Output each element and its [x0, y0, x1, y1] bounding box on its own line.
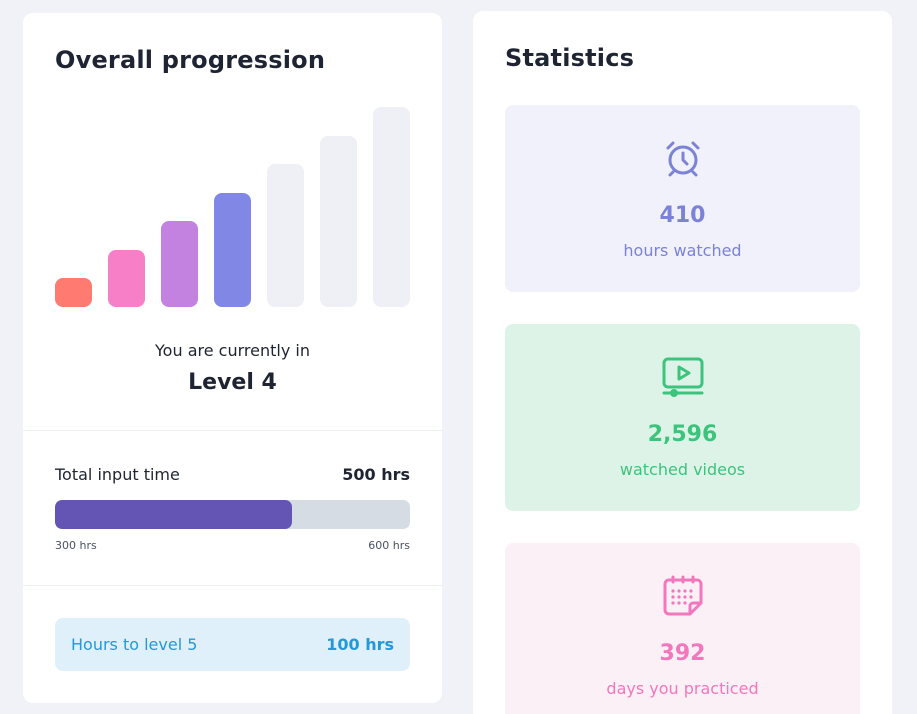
overall-progression-card: Overall progression You are currently in… [23, 13, 442, 703]
calendar-icon [663, 575, 703, 616]
stat-label: watched videos [619, 460, 746, 479]
hours-to-next-level-label: Hours to level 5 [71, 635, 198, 654]
level-bar-3 [161, 221, 198, 307]
level-bar-1 [55, 278, 92, 307]
level-bar-7 [373, 107, 410, 307]
stat-label: days you practiced [606, 679, 759, 698]
stat-value: 392 [659, 641, 706, 666]
current-level-caption: You are currently in [155, 341, 310, 360]
level-bar-2 [108, 250, 145, 307]
progression-title: Overall progression [55, 46, 326, 74]
current-level: Level 4 [188, 370, 277, 395]
stat-watched-videos: 2,596 watched videos [505, 324, 860, 511]
level-bar-5 [267, 164, 304, 307]
level-bar-4 [214, 193, 251, 307]
stat-hours-watched: 410 hours watched [505, 105, 860, 292]
stat-label: hours watched [623, 241, 742, 260]
input-progress-fill [55, 500, 292, 529]
progress-min-label: 300 hrs [55, 539, 97, 552]
total-input-value: 500 hrs [342, 465, 410, 484]
divider [23, 585, 442, 586]
hours-to-next-level-box: Hours to level 5 100 hrs [55, 618, 410, 671]
video-play-icon [662, 357, 704, 397]
statistics-title: Statistics [505, 44, 635, 72]
statistics-card: Statistics 410 hours watched 2,596 [473, 11, 892, 714]
input-progress-bar [55, 500, 410, 529]
total-input-label: Total input time [55, 465, 180, 484]
stat-value: 410 [659, 203, 706, 228]
stat-value: 2,596 [647, 422, 718, 447]
hours-to-next-level-value: 100 hrs [326, 635, 394, 654]
level-bar-6 [320, 136, 357, 307]
alarm-clock-icon [666, 141, 700, 177]
divider [23, 430, 442, 431]
stat-days-practiced: 392 days you practiced [505, 543, 860, 714]
progress-max-label: 600 hrs [368, 539, 410, 552]
